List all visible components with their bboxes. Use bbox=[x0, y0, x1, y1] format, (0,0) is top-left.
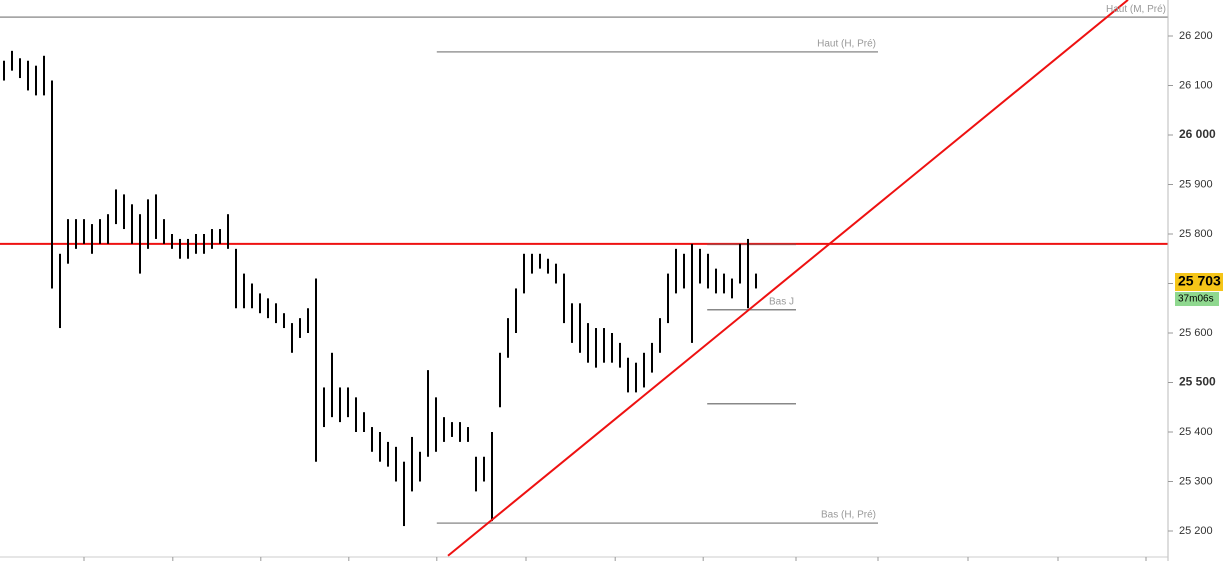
y-tick-label: 25 300 bbox=[1179, 475, 1213, 487]
plot-area bbox=[0, 0, 1168, 557]
level-label: Bas (H, Pré) bbox=[821, 510, 876, 521]
y-tick-label: 25 500 bbox=[1179, 375, 1216, 389]
countdown-box bbox=[1175, 292, 1219, 307]
countdown-label: 37m06s bbox=[1178, 294, 1214, 305]
y-tick-label: 26 200 bbox=[1179, 30, 1213, 42]
y-tick-label: 25 800 bbox=[1179, 228, 1213, 240]
level-label: Haut (H, Pré) bbox=[817, 38, 876, 49]
level-label: Bas J bbox=[769, 296, 794, 307]
trendline bbox=[447, 0, 1129, 557]
last-price-label: 25 703 bbox=[1178, 273, 1221, 289]
y-tick-label: 25 900 bbox=[1179, 178, 1213, 190]
last-price-box bbox=[1175, 273, 1223, 292]
y-tick-label: 26 000 bbox=[1179, 127, 1216, 141]
y-tick-label: 25 200 bbox=[1179, 525, 1213, 537]
y-tick-label: 25 400 bbox=[1179, 426, 1213, 438]
y-tick-label: 26 100 bbox=[1179, 79, 1213, 91]
y-tick-label: 25 600 bbox=[1179, 327, 1213, 339]
level-label: Haut (M, Pré) bbox=[1106, 4, 1166, 15]
